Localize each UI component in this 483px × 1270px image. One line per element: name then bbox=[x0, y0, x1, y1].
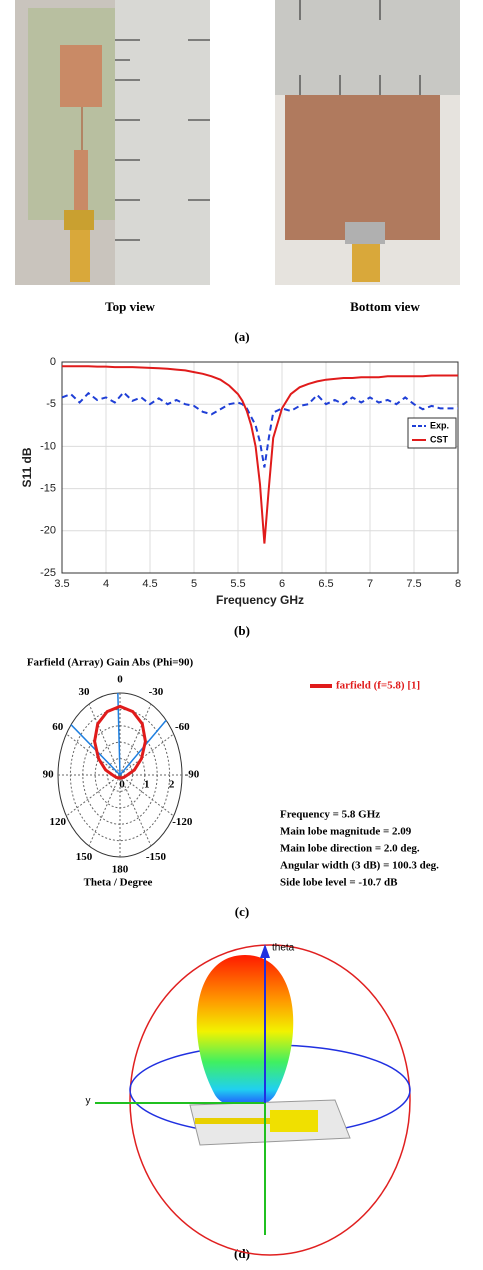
axis-label: Theta / Degree bbox=[84, 877, 153, 889]
y-tick-label: -15 bbox=[40, 483, 56, 495]
polar-spoke bbox=[88, 703, 121, 776]
axis-label: y bbox=[86, 1096, 91, 1107]
caption: (c) bbox=[235, 904, 249, 919]
y-axis-label: S11 dB bbox=[20, 447, 34, 487]
theta-tick-label: 0 bbox=[117, 673, 123, 685]
x-tick-label: 6 bbox=[279, 578, 285, 590]
x-tick-label: 3.5 bbox=[54, 578, 69, 590]
x-tick-label: 7 bbox=[367, 578, 373, 590]
render-3d bbox=[95, 944, 411, 1256]
axis-label: theta bbox=[272, 943, 295, 954]
theta-tick-label: 180 bbox=[112, 864, 129, 876]
theta-tick-label: -150 bbox=[146, 851, 167, 863]
x-tick-label: 6.5 bbox=[318, 578, 333, 590]
r-tick-label: 2 bbox=[169, 779, 175, 791]
annotation: Main lobe magnitude = 2.09 bbox=[280, 826, 412, 838]
annotation: Side lobe level = -10.7 dB bbox=[280, 877, 398, 889]
polar-spoke bbox=[119, 733, 174, 776]
annotation: Main lobe direction = 2.0 deg. bbox=[280, 843, 420, 855]
legend-box bbox=[407, 417, 457, 449]
caption: (b) bbox=[234, 623, 250, 638]
legend-label: Exp. bbox=[430, 420, 449, 430]
polar-spoke bbox=[119, 774, 174, 817]
theta-tick-label: 60 bbox=[52, 721, 64, 733]
y-tick-label: -20 bbox=[40, 525, 56, 537]
theta-tick-label: 90 bbox=[43, 769, 55, 781]
theta-tick-label: -60 bbox=[175, 721, 190, 733]
polar-spoke bbox=[88, 774, 121, 847]
annotation: Angular width (3 dB) = 100.3 deg. bbox=[280, 860, 439, 872]
polar-spoke bbox=[66, 733, 121, 776]
theta-tick-label: 30 bbox=[79, 686, 91, 698]
caption: (d) bbox=[234, 1246, 250, 1261]
x-tick-label: 8 bbox=[455, 578, 461, 590]
y-tick-label: -5 bbox=[46, 398, 56, 410]
series-line bbox=[61, 390, 458, 468]
caption: (a) bbox=[234, 329, 249, 344]
legend-label: farfield (f=5.8) [1] bbox=[336, 680, 420, 692]
polar-spoke bbox=[119, 774, 152, 847]
x-tick-label: 7.5 bbox=[406, 578, 421, 590]
x-tick-label: 5.5 bbox=[230, 578, 245, 590]
theta-tick-label: -30 bbox=[149, 686, 164, 698]
plot-frame bbox=[61, 361, 459, 574]
theta-tick-label: -120 bbox=[172, 816, 193, 828]
y-tick-label: 0 bbox=[50, 356, 56, 368]
polar-spoke bbox=[119, 703, 152, 776]
polar-spoke bbox=[66, 774, 121, 817]
photo-bottom bbox=[275, 0, 460, 285]
photo-label: Bottom view bbox=[350, 299, 420, 314]
photo-label: Top view bbox=[105, 299, 155, 314]
y-tick-label: -10 bbox=[40, 440, 56, 452]
photo-top bbox=[15, 0, 210, 285]
legend-label: CST bbox=[430, 434, 449, 444]
x-tick-label: 5 bbox=[191, 578, 197, 590]
chart-title: Farfield (Array) Gain Abs (Phi=90) bbox=[27, 657, 194, 669]
theta-tick-label: 150 bbox=[76, 851, 93, 863]
x-axis-label: Frequency GHz bbox=[216, 593, 304, 607]
series-line bbox=[93, 704, 147, 780]
r-tick-label: 1 bbox=[144, 779, 150, 791]
r-tick-label: 0 bbox=[119, 779, 125, 791]
x-tick-label: 4.5 bbox=[142, 578, 157, 590]
theta-tick-label: 120 bbox=[49, 816, 66, 828]
theta-tick-label: -90 bbox=[185, 769, 200, 781]
y-tick-label: -25 bbox=[40, 567, 56, 579]
series-line bbox=[62, 365, 458, 544]
annotation: Frequency = 5.8 GHz bbox=[280, 809, 380, 821]
x-tick-label: 4 bbox=[103, 578, 109, 590]
